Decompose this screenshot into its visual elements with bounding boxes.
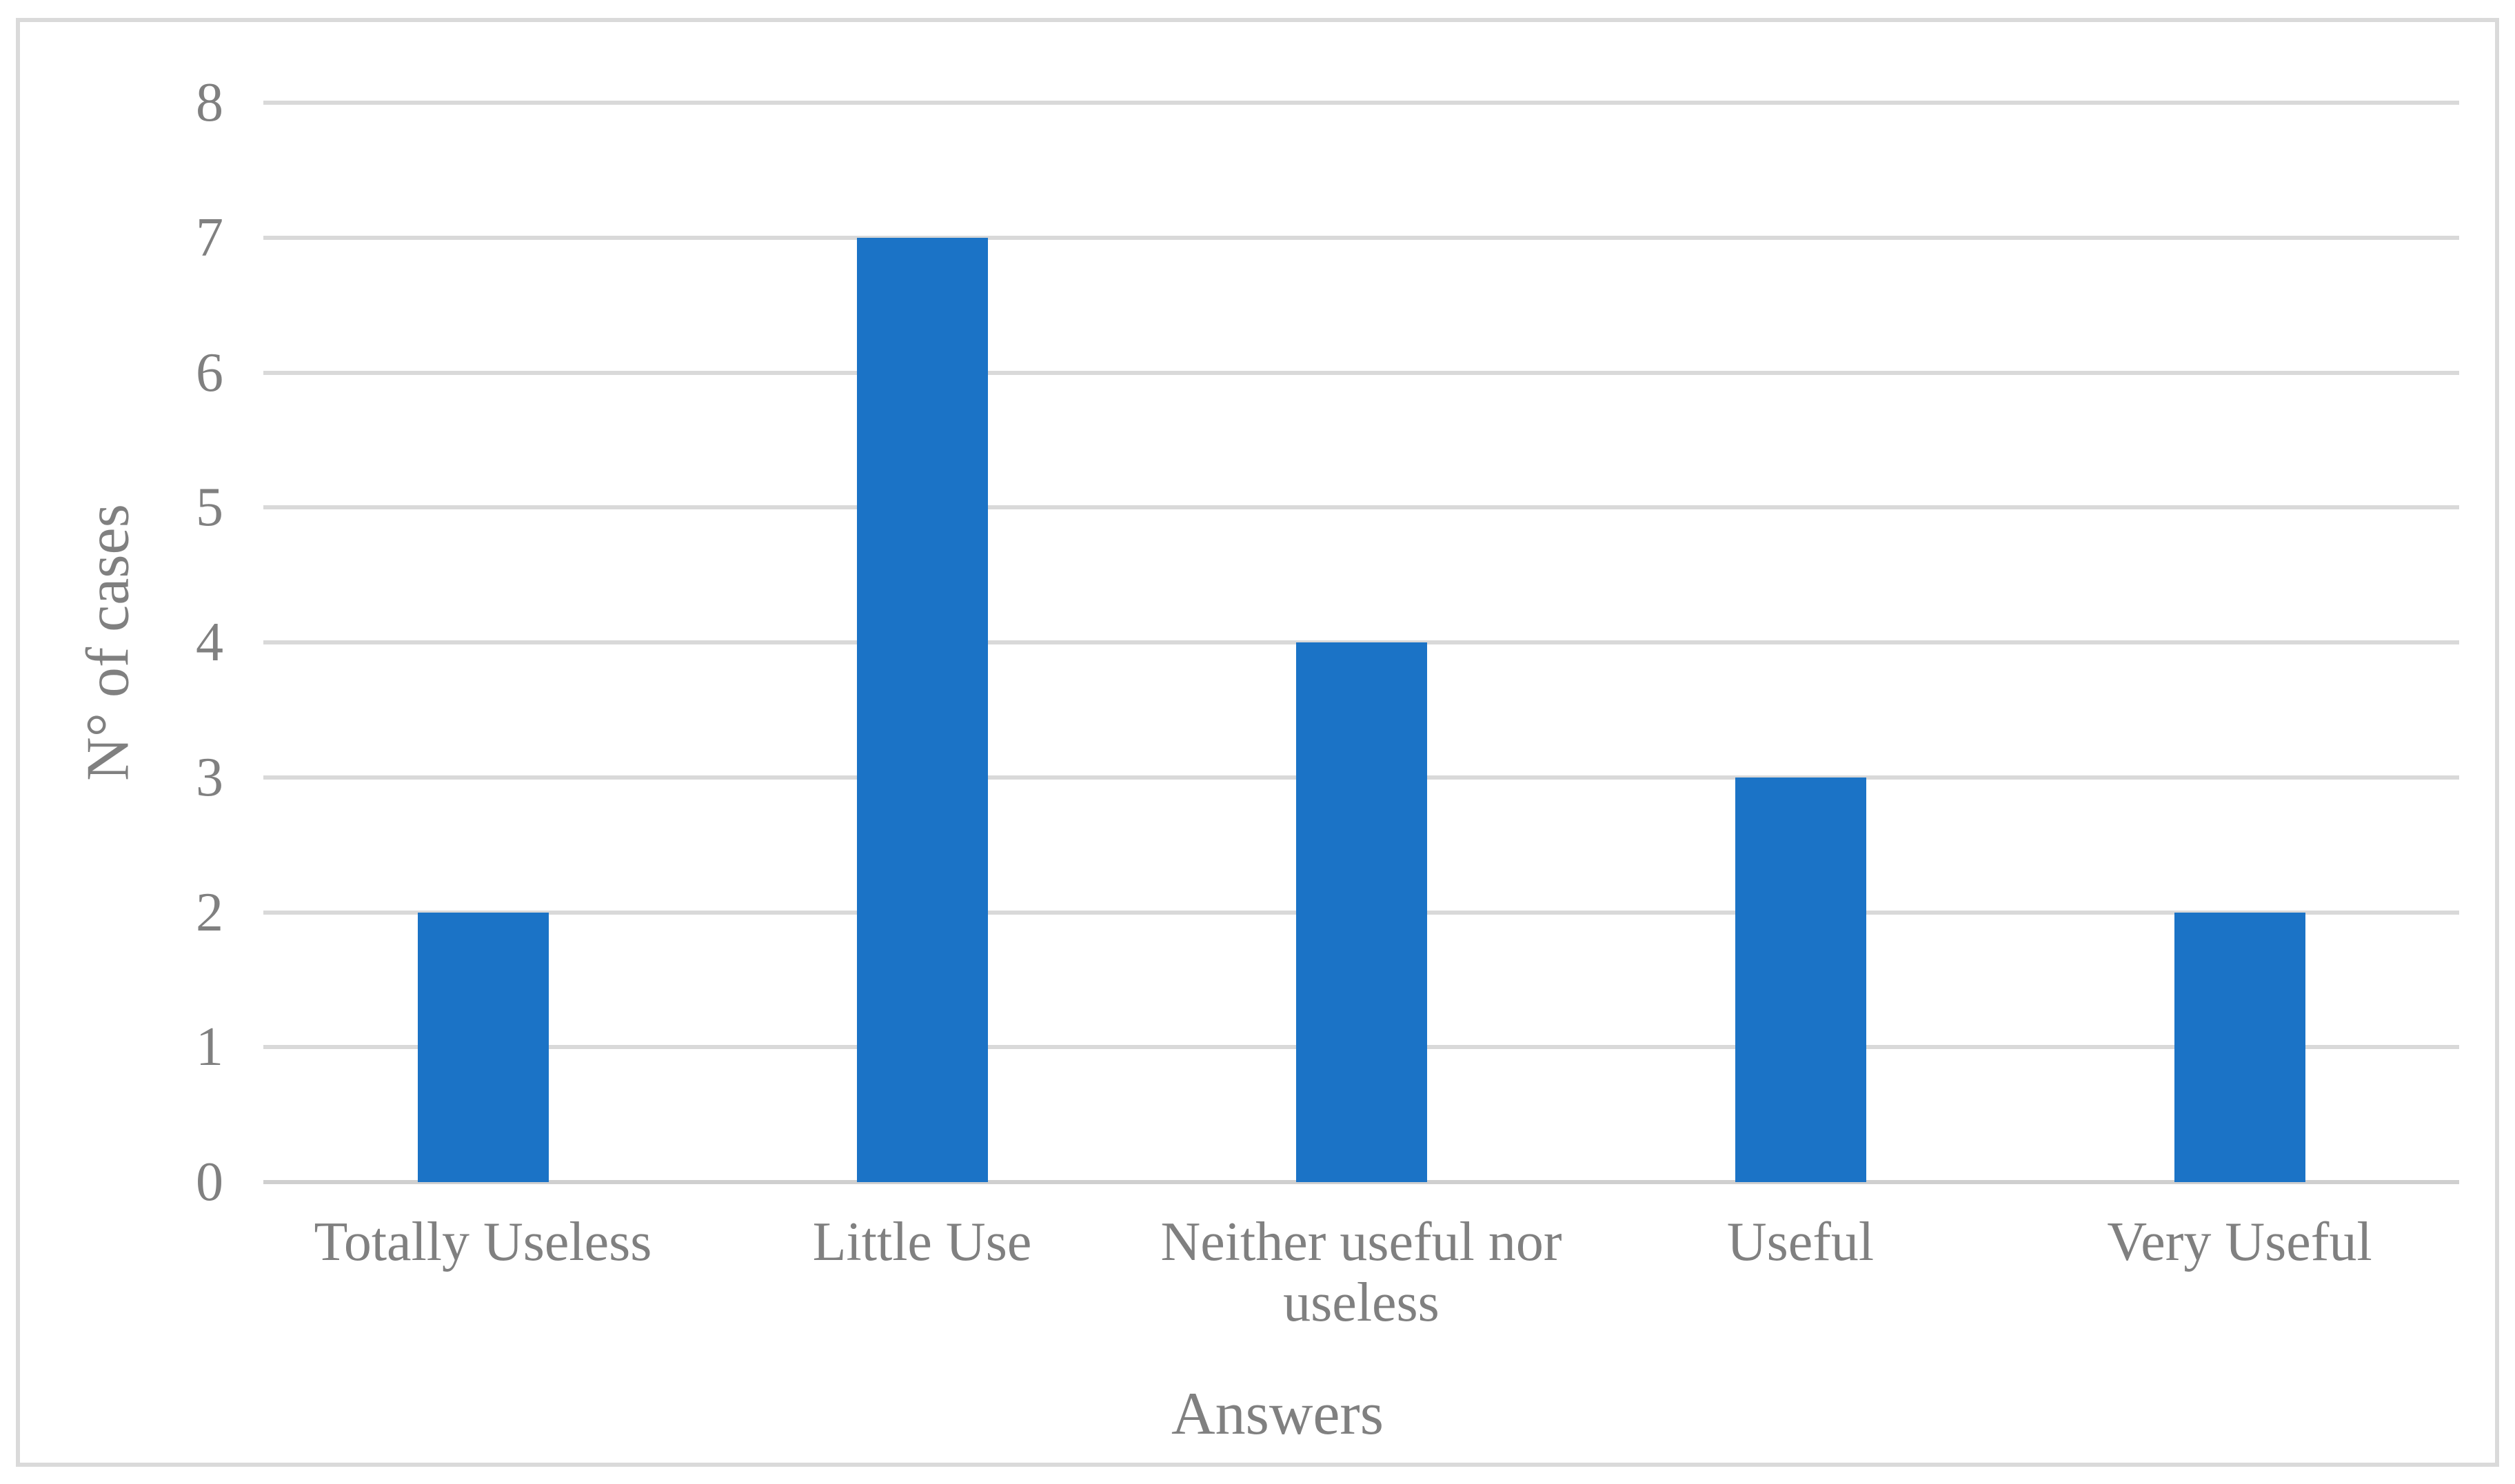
gridline bbox=[263, 370, 2459, 375]
y-tick-label: 7 bbox=[196, 207, 223, 268]
plot-area bbox=[263, 101, 2459, 1184]
x-axis-line bbox=[263, 1180, 2459, 1184]
x-category-label: Neither useful nor useless bbox=[1160, 1212, 1562, 1333]
x-category-label: Very Useful bbox=[2107, 1212, 2372, 1272]
x-category-label: Totally Useless bbox=[314, 1212, 652, 1272]
y-tick-label: 1 bbox=[196, 1017, 223, 1078]
y-tick-label: 4 bbox=[196, 612, 223, 673]
bar bbox=[1735, 777, 1866, 1182]
bar bbox=[417, 912, 549, 1182]
x-category-label: Useful bbox=[1726, 1212, 1875, 1272]
y-tick-label: 5 bbox=[196, 477, 223, 538]
bar bbox=[856, 237, 988, 1182]
y-tick-label: 0 bbox=[196, 1152, 223, 1212]
bar bbox=[2174, 912, 2305, 1182]
y-tick-label: 6 bbox=[196, 342, 223, 403]
x-category-label: Little Use bbox=[812, 1212, 1032, 1272]
gridline bbox=[263, 101, 2459, 105]
bar bbox=[1295, 642, 1427, 1182]
y-tick-label: 3 bbox=[196, 746, 223, 808]
y-tick-label: 2 bbox=[196, 882, 223, 943]
gridline bbox=[263, 505, 2459, 510]
x-axis-title: Answers bbox=[1171, 1381, 1384, 1447]
gridline bbox=[263, 235, 2459, 240]
y-tick-label: 8 bbox=[196, 72, 223, 133]
